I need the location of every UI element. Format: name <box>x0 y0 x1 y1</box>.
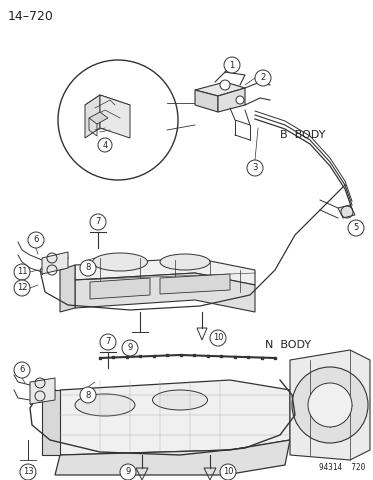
Polygon shape <box>90 278 150 299</box>
Text: 8: 8 <box>85 264 91 273</box>
Text: 1: 1 <box>229 60 235 70</box>
Text: B  BODY: B BODY <box>280 130 325 140</box>
Circle shape <box>220 80 230 90</box>
Ellipse shape <box>153 390 207 410</box>
Polygon shape <box>100 95 130 138</box>
Text: 94314  720: 94314 720 <box>319 463 365 472</box>
Text: 12: 12 <box>17 284 27 292</box>
Circle shape <box>14 362 30 378</box>
Circle shape <box>247 160 263 176</box>
Polygon shape <box>290 350 370 460</box>
Text: 2: 2 <box>260 73 266 83</box>
Circle shape <box>220 464 236 480</box>
Polygon shape <box>195 82 245 96</box>
Text: 4: 4 <box>102 141 108 149</box>
Polygon shape <box>42 252 68 274</box>
Circle shape <box>120 464 136 480</box>
Text: 5: 5 <box>353 224 358 232</box>
Text: 7: 7 <box>95 217 101 227</box>
Polygon shape <box>60 265 75 312</box>
Text: 10: 10 <box>213 334 223 343</box>
Text: 3: 3 <box>252 164 258 172</box>
Circle shape <box>80 260 96 276</box>
Polygon shape <box>338 205 355 218</box>
Circle shape <box>90 214 106 230</box>
Circle shape <box>210 330 226 346</box>
Circle shape <box>348 220 364 236</box>
Circle shape <box>14 264 30 280</box>
Circle shape <box>292 367 368 443</box>
Text: 11: 11 <box>17 267 27 276</box>
Polygon shape <box>75 273 255 312</box>
Text: 13: 13 <box>23 468 33 477</box>
Circle shape <box>255 70 271 86</box>
Circle shape <box>100 334 116 350</box>
Circle shape <box>98 138 112 152</box>
Polygon shape <box>60 380 290 455</box>
Polygon shape <box>195 90 218 112</box>
Circle shape <box>14 280 30 296</box>
Circle shape <box>236 96 244 104</box>
Polygon shape <box>160 274 230 294</box>
Polygon shape <box>85 95 100 138</box>
Ellipse shape <box>75 394 135 416</box>
Ellipse shape <box>160 254 210 270</box>
Text: 14–720: 14–720 <box>8 10 54 23</box>
Text: 6: 6 <box>19 365 25 374</box>
Ellipse shape <box>93 253 147 271</box>
Text: N  BODY: N BODY <box>265 340 311 350</box>
Circle shape <box>20 464 36 480</box>
Text: 6: 6 <box>33 236 39 244</box>
Text: 9: 9 <box>127 344 133 352</box>
Text: 7: 7 <box>105 337 111 347</box>
Polygon shape <box>55 440 290 475</box>
Circle shape <box>80 387 96 403</box>
Text: 10: 10 <box>223 468 233 477</box>
Circle shape <box>122 340 138 356</box>
Circle shape <box>28 232 44 248</box>
Circle shape <box>224 57 240 73</box>
Polygon shape <box>89 112 108 124</box>
Polygon shape <box>85 95 130 115</box>
Polygon shape <box>75 258 255 285</box>
Polygon shape <box>30 378 55 404</box>
Circle shape <box>308 383 352 427</box>
Text: 9: 9 <box>125 468 131 477</box>
Text: 8: 8 <box>85 391 91 399</box>
Polygon shape <box>42 390 60 455</box>
Polygon shape <box>218 88 245 112</box>
